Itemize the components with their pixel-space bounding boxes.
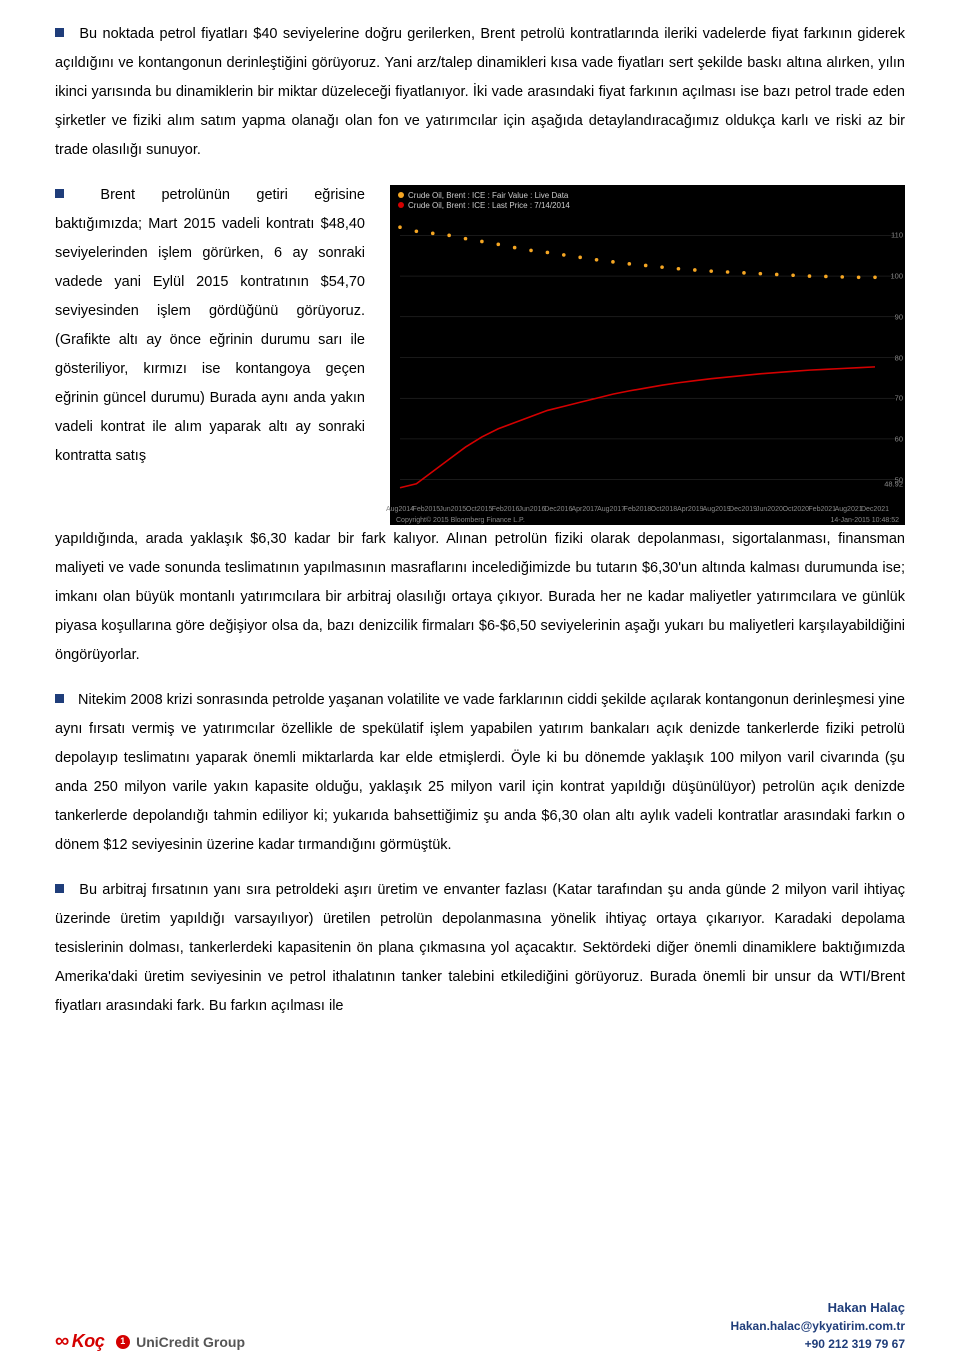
koc-symbol: ∞ <box>55 1330 65 1352</box>
y-axis-tick: 48.92 <box>884 480 903 489</box>
unicredit-text: UniCredit Group <box>136 1334 245 1350</box>
brent-curve-chart: Crude Oil, Brent : ICE : Fair Value : Li… <box>390 185 905 525</box>
y-axis-tick: 90 <box>895 312 903 321</box>
x-axis-tick: Aug2021 <box>835 506 863 513</box>
bullet-square <box>55 694 64 703</box>
paragraph-1: Bu noktada petrol fiyatları $40 seviyele… <box>55 20 905 165</box>
contact-name: Hakan Halaç <box>731 1299 905 1318</box>
x-axis-tick: Apr2017 <box>571 506 597 513</box>
x-axis-tick: Oct2018 <box>651 506 677 513</box>
x-axis-tick: Dec2021 <box>861 506 889 513</box>
koc-logo: ∞ Koç <box>55 1330 104 1353</box>
paragraph-2-under: yapıldığında, arada yaklaşık $6,30 kadar… <box>55 525 905 670</box>
x-axis-tick: Apr2019 <box>677 506 703 513</box>
y-axis-tick: 70 <box>895 394 903 403</box>
x-axis-tick: Feb2021 <box>808 506 836 513</box>
chart-timestamp: 14-Jan-2015 10:48:52 <box>831 517 900 524</box>
paragraph-3-text: Nitekim 2008 krizi sonrasında petrolde y… <box>55 692 905 853</box>
y-axis-tick: 100 <box>890 272 903 281</box>
bullet-square <box>55 884 64 893</box>
x-axis-tick: Feb2018 <box>624 506 652 513</box>
x-axis-tick: Feb2016 <box>492 506 520 513</box>
page-footer: ∞ Koç UniCredit Group Hakan Halaç Hakan.… <box>55 1330 905 1353</box>
contact-email: Hakan.halac@ykyatirim.com.tr <box>731 1318 905 1335</box>
unicredit-logo: UniCredit Group <box>116 1334 245 1350</box>
x-axis-tick: Oct2020 <box>783 506 809 513</box>
x-axis-tick: Jun2016 <box>519 506 546 513</box>
x-axis-tick: Dec2019 <box>729 506 757 513</box>
x-axis-tick: Aug2019 <box>703 506 731 513</box>
y-axis-tick: 60 <box>895 434 903 443</box>
x-axis-tick: Feb2015 <box>413 506 441 513</box>
paragraph-4-text: Bu arbitraj fırsatının yanı sıra petrold… <box>55 882 905 1014</box>
koc-text: Koç <box>72 1331 105 1351</box>
contact-phone: +90 212 319 79 67 <box>731 1336 905 1353</box>
paragraph-4: Bu arbitraj fırsatının yanı sıra petrold… <box>55 876 905 1021</box>
paragraph-2-left: Brent petrolünün getiri eğrisine baktığı… <box>55 181 365 471</box>
paragraph-3: Nitekim 2008 krizi sonrasında petrolde y… <box>55 686 905 860</box>
y-axis-tick: 80 <box>895 353 903 362</box>
x-axis-tick: Jun2020 <box>756 506 783 513</box>
paragraph-2-left-text: Brent petrolünün getiri eğrisine baktığı… <box>55 187 365 464</box>
paragraph-2-wrap: Crude Oil, Brent : ICE : Fair Value : Li… <box>55 181 905 670</box>
x-axis-tick: Dec2016 <box>544 506 572 513</box>
unicredit-ball-icon <box>116 1335 130 1349</box>
y-axis-tick: 110 <box>891 231 903 240</box>
bullet-square <box>55 189 64 198</box>
x-axis-tick: Aug2017 <box>597 506 625 513</box>
x-axis-tick: Oct2015 <box>466 506 492 513</box>
chart-svg <box>390 185 905 525</box>
chart-copyright: Copyright© 2015 Bloomberg Finance L.P. <box>396 517 525 524</box>
footer-contact: Hakan Halaç Hakan.halac@ykyatirim.com.tr… <box>731 1299 905 1353</box>
x-axis-tick: Aug2014 <box>386 506 414 513</box>
paragraph-2-under-text: yapıldığında, arada yaklaşık $6,30 kadar… <box>55 531 905 663</box>
bullet-square <box>55 28 64 37</box>
paragraph-1-text: Bu noktada petrol fiyatları $40 seviyele… <box>55 26 905 158</box>
x-axis-tick: Jun2015 <box>439 506 466 513</box>
